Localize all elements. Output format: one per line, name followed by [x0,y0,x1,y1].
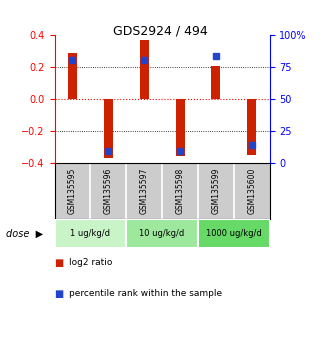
Text: 1 ug/kg/d: 1 ug/kg/d [70,229,110,238]
Text: 10 ug/kg/d: 10 ug/kg/d [140,229,185,238]
Text: log2 ratio: log2 ratio [69,258,112,267]
Text: GSM135595: GSM135595 [68,168,77,215]
Bar [68,53,77,99]
Text: ■: ■ [55,258,64,268]
Bar [126,219,198,248]
Bar [55,219,126,248]
Bar [176,99,185,156]
Text: GSM135600: GSM135600 [247,168,256,215]
Bar [140,40,149,99]
Bar [247,99,256,155]
Bar [212,65,220,99]
Text: GDS2924 / 494: GDS2924 / 494 [113,25,208,38]
Text: GSM135596: GSM135596 [104,168,113,215]
Bar [198,219,270,248]
Text: ■: ■ [55,289,64,298]
Text: GSM135597: GSM135597 [140,168,149,215]
Bar [104,99,113,158]
Text: dose  ▶: dose ▶ [6,229,44,239]
Text: GSM135599: GSM135599 [211,168,221,215]
Text: 1000 ug/kg/d: 1000 ug/kg/d [206,229,262,238]
Text: GSM135598: GSM135598 [176,168,185,214]
Text: percentile rank within the sample: percentile rank within the sample [69,289,222,297]
